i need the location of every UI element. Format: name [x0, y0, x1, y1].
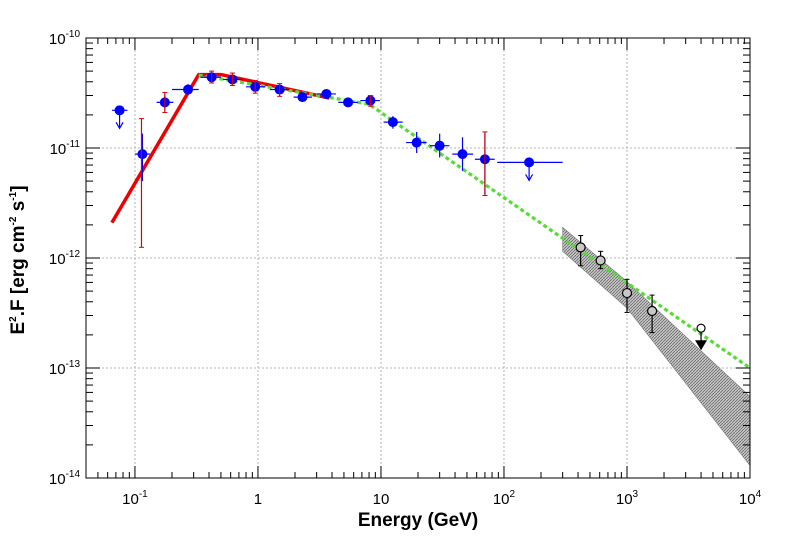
y-title-part: ] [8, 185, 29, 191]
y-tick-base: 10 [50, 141, 67, 158]
upper-limit-point [114, 105, 125, 116]
y-tick-label: 10-14 [49, 469, 81, 488]
y-tick-base: 10 [49, 251, 66, 268]
y-tick-label: 10-11 [50, 139, 81, 158]
data-point [411, 137, 422, 148]
y-title-sup: -1 [8, 191, 19, 200]
x-axis-title: Energy (GeV) [358, 510, 478, 531]
y-title-sup: -2 [8, 216, 19, 225]
data-point [387, 117, 398, 128]
y-tick-exponent: -14 [66, 469, 81, 480]
y-tick-exponent: -13 [66, 359, 81, 370]
x-tick-exponent: 4 [756, 489, 762, 500]
iact-point [595, 255, 606, 266]
x-tick-label: 104 [739, 489, 762, 508]
y-tick-label: 10-10 [49, 29, 81, 48]
x-tick-base: 10 [373, 491, 390, 508]
upper-limit-arrowhead [525, 174, 534, 182]
grid [86, 38, 750, 478]
data-point [457, 149, 468, 160]
axis-ticks [85, 37, 751, 479]
data-point [321, 88, 332, 99]
tick-labels: 10-1 1 10 102 103 10410-1410-1310-1210-1110-1… [49, 29, 762, 508]
iact-upper-limit-point [696, 323, 706, 333]
y-title-part: s [8, 201, 29, 217]
x-tick-exponent: -1 [139, 489, 148, 500]
x-tick-exponent: 2 [510, 489, 516, 500]
y-tick-exponent: -12 [66, 249, 81, 260]
x-tick-label: 102 [493, 489, 516, 508]
y-axis-title: E2.F [erg cm-2 s-1] [8, 185, 29, 334]
x-tick-exponent: 3 [633, 489, 639, 500]
y-tick-base: 10 [49, 361, 66, 378]
iact-point [621, 287, 633, 299]
y-tick-base: 10 [49, 471, 66, 488]
y-tick-label: 10-13 [49, 359, 81, 378]
x-tick-label: 10-1 [122, 489, 148, 508]
upper-limit-point [524, 157, 535, 168]
iact-point [575, 242, 586, 253]
y-title-part: E [8, 322, 29, 335]
y-tick-base: 10 [49, 31, 66, 48]
data-point [183, 84, 194, 95]
y-tick-exponent: -11 [66, 139, 80, 150]
x-tick-base: 1 [254, 491, 262, 508]
x-tick-base: 10 [493, 491, 510, 508]
data-point [137, 149, 148, 160]
data-point [434, 140, 445, 151]
x-tick-base: 10 [122, 491, 139, 508]
y-tick-label: 10-12 [49, 249, 81, 268]
data-points-layer [111, 70, 708, 351]
upper-limit-arrowhead [695, 340, 708, 351]
upper-limit-arrowhead [115, 122, 124, 130]
x-tick-label: 103 [616, 489, 639, 508]
y-title-part: .F [erg cm [8, 225, 29, 316]
y-title-sup: 2 [8, 316, 19, 322]
x-tick-label: 1 [254, 491, 262, 508]
x-tick-label: 10 [373, 491, 390, 508]
data-point [297, 92, 308, 103]
x-tick-base: 10 [616, 491, 633, 508]
x-tick-base: 10 [739, 491, 756, 508]
data-point [343, 97, 354, 108]
y-tick-exponent: -10 [66, 29, 81, 40]
iact-point [646, 305, 658, 317]
